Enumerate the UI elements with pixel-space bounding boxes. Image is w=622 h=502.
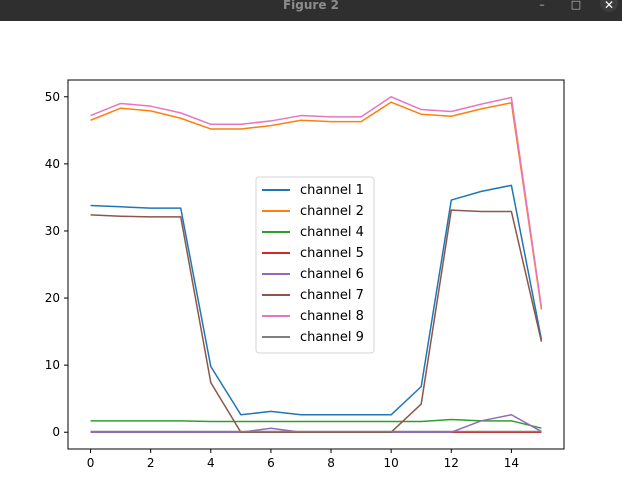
y-tick-label: 20 (45, 291, 60, 305)
minimize-icon[interactable]: – (539, 0, 545, 11)
y-tick-label: 0 (52, 425, 60, 439)
figure-canvas: 0 2 4 6 8 10 12 14 0 10 20 30 40 50 channel 1 channel… (0, 21, 622, 498)
series-line-5 (90, 414, 542, 433)
series-line-2 (90, 101, 543, 310)
y-axis-ticks: 0 10 20 30 40 50 (45, 90, 68, 439)
legend-label: channel 5 (300, 246, 364, 261)
maximize-icon[interactable]: □ (570, 0, 582, 11)
axes-frame (67, 79, 565, 450)
window-titlebar[interactable]: Figure 2 – □ ✕ (0, 0, 622, 21)
y-tick-label: 40 (45, 157, 60, 171)
series-line-7 (90, 96, 543, 308)
x-tick-label: 14 (504, 456, 519, 470)
x-tick-label: 12 (444, 456, 459, 470)
x-tick-label: 4 (207, 456, 215, 470)
legend-label: channel 7 (300, 288, 364, 303)
close-icon[interactable]: ✕ (600, 0, 618, 12)
legend-label: channel 2 (300, 204, 364, 219)
legend-label: channel 6 (300, 267, 364, 282)
y-tick-label: 30 (45, 224, 60, 238)
legend-label: channel 8 (300, 309, 364, 324)
y-tick-label: 10 (45, 358, 60, 372)
series-line-3 (90, 418, 542, 429)
x-tick-label: 8 (327, 456, 335, 470)
legend-label: channel 1 (300, 183, 364, 198)
y-tick-label: 50 (45, 90, 60, 104)
x-tick-label: 6 (267, 456, 275, 470)
legend: channel 1 channel 2 channel 4 channel 5 chan… (255, 176, 375, 354)
legend-box (255, 176, 375, 354)
x-axis-ticks: 0 2 4 6 8 10 12 14 (87, 449, 519, 470)
window-title: Figure 2 (282, 0, 340, 12)
x-tick-label: 0 (87, 456, 95, 470)
x-tick-label: 10 (384, 456, 399, 470)
series-lines (90, 96, 543, 433)
legend-label: channel 9 (300, 330, 364, 345)
legend-label: channel 4 (300, 225, 364, 240)
x-tick-label: 2 (147, 456, 155, 470)
series-line-1 (90, 184, 543, 416)
